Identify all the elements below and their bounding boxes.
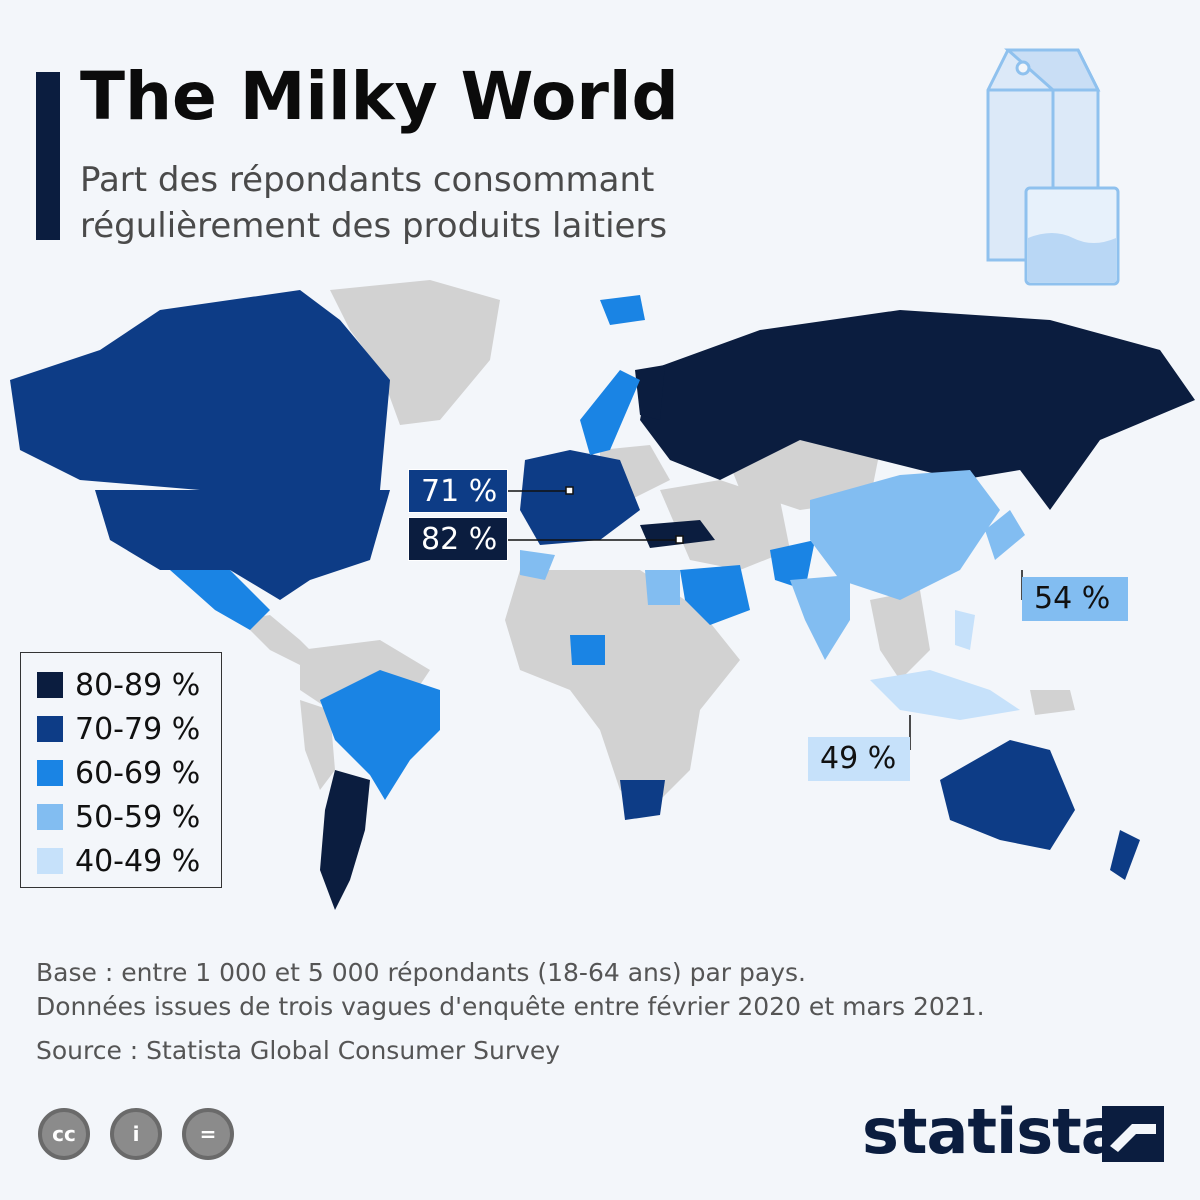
china [810, 470, 1000, 600]
subtitle-line-2: régulièrement des produits laitiers [80, 206, 668, 246]
new-zealand [1110, 830, 1140, 880]
nordic [635, 365, 665, 420]
legend-swatch [37, 760, 63, 786]
statista-logo-icon [1102, 1106, 1164, 1162]
japan [985, 510, 1025, 560]
turkey [640, 520, 715, 548]
attribution-icon[interactable]: i [110, 1108, 162, 1160]
map-legend: 80-89 % 70-79 % 60-69 % 50-59 % 40-49 % [20, 652, 222, 888]
callout-turkey: 82 % [408, 517, 508, 561]
south-america-west [300, 700, 335, 790]
western-europe [520, 450, 640, 545]
callout-uk: 71 % [408, 469, 508, 513]
pakistan [770, 540, 815, 590]
legend-label: 40-49 % [75, 843, 201, 879]
legend-item: 60-69 % [37, 751, 221, 795]
argentina [320, 770, 370, 910]
range-60-69 [170, 295, 815, 800]
milk-carton-icon [986, 48, 1120, 286]
legend-label: 70-79 % [75, 711, 201, 747]
australia [940, 740, 1075, 850]
range-50-59 [520, 470, 1025, 660]
statista-logo[interactable]: statista [862, 1095, 1123, 1168]
egypt [645, 570, 680, 605]
footnote-base: Base : entre 1 000 et 5 000 répondants (… [36, 958, 806, 987]
range-40-49 [870, 610, 1020, 720]
title-accent-bar [36, 72, 60, 240]
range-80-89 [320, 310, 1195, 910]
legend-item: 70-79 % [37, 707, 221, 751]
philippines [955, 610, 975, 650]
footnote-data: Données issues de trois vagues d'enquête… [36, 992, 985, 1021]
indonesia [870, 670, 1020, 720]
legend-item: 80-89 % [37, 663, 221, 707]
nigeria [570, 635, 605, 665]
legend-label: 50-59 % [75, 799, 201, 835]
callout-indonesia: 49 % [808, 737, 910, 781]
india [790, 575, 850, 660]
no-derivatives-icon[interactable]: = [182, 1108, 234, 1160]
no-derivatives-icon-glyph: = [199, 1122, 217, 1146]
callout-japan: 54 % [1022, 577, 1128, 621]
russia [640, 310, 1195, 510]
papua [1030, 690, 1075, 715]
cc-icon-glyph: cc [52, 1122, 76, 1146]
attribution-icon-glyph: i [132, 1122, 140, 1146]
brazil [320, 670, 440, 800]
legend-swatch [37, 672, 63, 698]
svalbard [600, 295, 645, 325]
south-africa [620, 780, 665, 820]
cc-icon[interactable]: cc [38, 1108, 90, 1160]
usa [95, 490, 390, 600]
middle-east [660, 480, 790, 570]
greenland [330, 280, 500, 425]
legend-label: 80-89 % [75, 667, 201, 703]
subtitle-line-1: Part des répondants consommant [80, 160, 655, 200]
legend-swatch [37, 848, 63, 874]
world-map [10, 280, 1195, 910]
norway [580, 370, 640, 455]
southeast-asia [870, 590, 930, 680]
page-subtitle: Part des répondants consommant régulière… [80, 157, 667, 249]
legend-item: 50-59 % [37, 795, 221, 839]
legend-item: 40-49 % [37, 839, 221, 883]
africa [505, 570, 740, 810]
range-70-79 [10, 290, 1140, 880]
legend-swatch [37, 804, 63, 830]
footnote-source: Source : Statista Global Consumer Survey [36, 1036, 561, 1065]
morocco [520, 550, 555, 580]
mexico [170, 570, 270, 630]
legend-swatch [37, 716, 63, 742]
canada-alaska [10, 290, 390, 500]
page-title: The Milky World [80, 58, 679, 135]
legend-label: 60-69 % [75, 755, 201, 791]
saudi-arabia [680, 565, 750, 625]
